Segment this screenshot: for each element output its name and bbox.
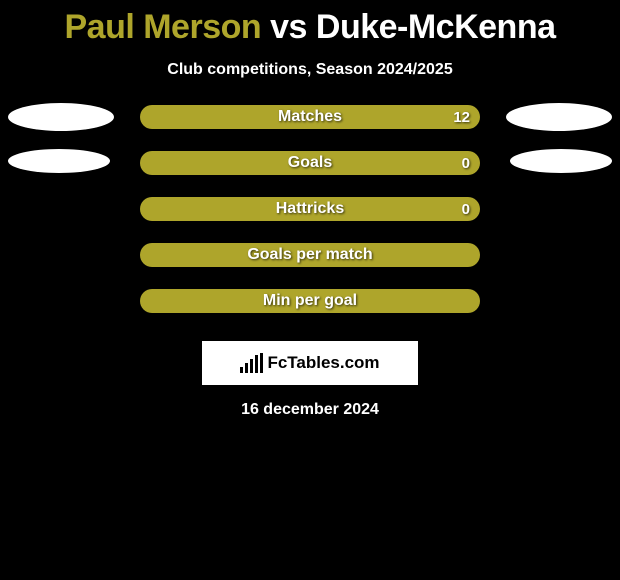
- stat-row: Hattricks0: [0, 197, 620, 243]
- side-ellipse-left: [8, 103, 114, 131]
- branding-text: FcTables.com: [267, 353, 379, 373]
- stat-value-right: 0: [462, 151, 470, 175]
- stat-bar: [140, 243, 480, 267]
- stat-row: Matches12: [0, 105, 620, 151]
- stat-row: Goals0: [0, 151, 620, 197]
- page-title: Paul Merson vs Duke-McKenna: [0, 0, 620, 47]
- stat-value-right: 12: [453, 105, 470, 129]
- branding-logo-icon: [240, 353, 263, 373]
- stat-row: Goals per match: [0, 243, 620, 289]
- stat-row: Min per goal: [0, 289, 620, 335]
- subtitle: Club competitions, Season 2024/2025: [0, 61, 620, 79]
- side-ellipse-right: [510, 149, 612, 173]
- stat-value-right: 0: [462, 197, 470, 221]
- stat-bar: [140, 289, 480, 313]
- title-player1: Paul Merson: [64, 8, 261, 46]
- stat-bar: [140, 197, 480, 221]
- title-vs: vs: [270, 8, 307, 46]
- stats-rows: Matches12Goals0Hattricks0Goals per match…: [0, 105, 620, 335]
- stat-bar: [140, 105, 480, 129]
- title-player2: Duke-McKenna: [316, 8, 556, 46]
- stat-bar: [140, 151, 480, 175]
- side-ellipse-left: [8, 149, 110, 173]
- date-text: 16 december 2024: [0, 401, 620, 419]
- branding-box: FcTables.com: [202, 341, 418, 385]
- side-ellipse-right: [506, 103, 612, 131]
